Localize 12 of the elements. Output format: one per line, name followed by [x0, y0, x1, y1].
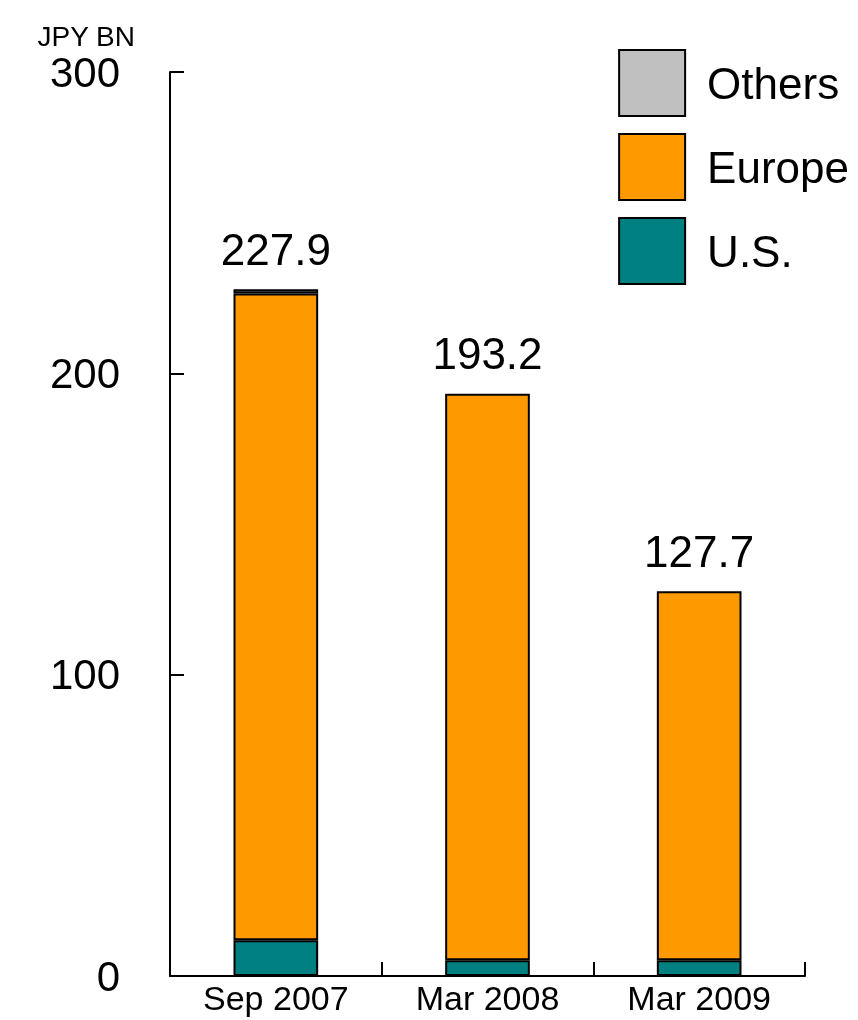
y-tick-label: 0: [96, 952, 120, 1000]
y-tick-label: 100: [49, 651, 120, 699]
x-tick-label: Mar 2009: [627, 979, 771, 1017]
x-tick-label: Sep 2007: [203, 979, 349, 1017]
legend-label: Europe: [707, 142, 850, 192]
y-tick-label: 200: [49, 349, 120, 397]
x-tick-label: Mar 2008: [415, 979, 560, 1017]
total-label: 227.9: [220, 224, 331, 274]
total-label: 193.2: [432, 329, 543, 379]
legend-label: U.S.: [707, 226, 793, 276]
total-label: 127.7: [644, 526, 755, 576]
legend-label: Others: [707, 58, 840, 108]
